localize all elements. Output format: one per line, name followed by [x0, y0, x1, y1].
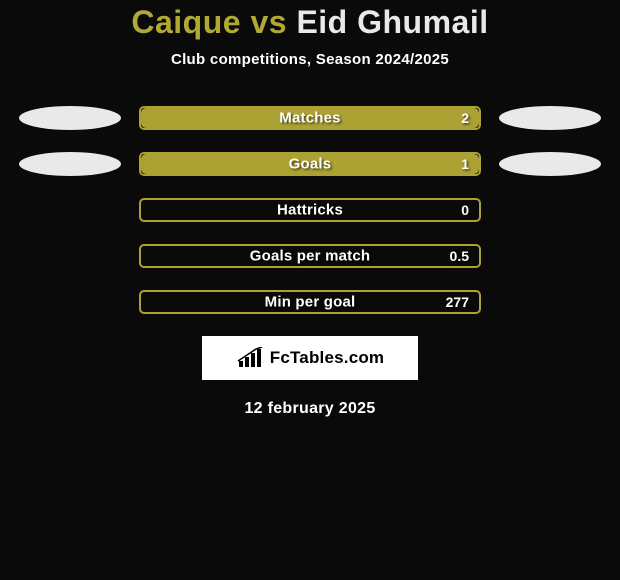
stat-label: Matches — [279, 110, 340, 127]
stat-bar: Goals per match 0.5 — [139, 244, 481, 268]
stat-value: 0.5 — [450, 248, 469, 264]
stat-bar: Hattricks 0 — [139, 198, 481, 222]
chart-icon — [236, 347, 264, 369]
right-ellipse — [499, 106, 601, 130]
stat-label: Min per goal — [265, 294, 356, 311]
title-player2: Eid Ghumail — [296, 4, 488, 40]
subtitle: Club competitions, Season 2024/2025 — [0, 51, 620, 68]
stats-area: Matches 2 Goals 1 Hattricks 0 Goals per match 0… — [0, 106, 620, 314]
stat-row: Goals 1 — [0, 152, 620, 176]
stat-row: Goals per match 0.5 — [0, 244, 620, 268]
stat-row: Matches 2 — [0, 106, 620, 130]
stat-bar: Min per goal 277 — [139, 290, 481, 314]
stat-value: 0 — [461, 202, 469, 218]
stat-row: Min per goal 277 — [0, 290, 620, 314]
title-player1: Caique — [131, 4, 241, 40]
stat-value: 277 — [446, 294, 469, 310]
title-vs: vs — [250, 4, 296, 40]
stat-label: Goals — [289, 156, 332, 173]
stat-label: Hattricks — [277, 202, 343, 219]
infographic-container: Caique vs Eid Ghumail Club competitions,… — [0, 0, 620, 418]
stat-value: 1 — [461, 156, 469, 172]
stat-value: 2 — [461, 110, 469, 126]
stat-bar: Goals 1 — [139, 152, 481, 176]
stat-label: Goals per match — [250, 248, 371, 265]
right-ellipse — [499, 152, 601, 176]
logo-box: FcTables.com — [202, 336, 418, 380]
logo-text: FcTables.com — [270, 348, 385, 368]
stat-row: Hattricks 0 — [0, 198, 620, 222]
left-ellipse — [19, 106, 121, 130]
stat-bar: Matches 2 — [139, 106, 481, 130]
page-title: Caique vs Eid Ghumail — [0, 4, 620, 41]
date-text: 12 february 2025 — [0, 400, 620, 418]
left-ellipse — [19, 152, 121, 176]
